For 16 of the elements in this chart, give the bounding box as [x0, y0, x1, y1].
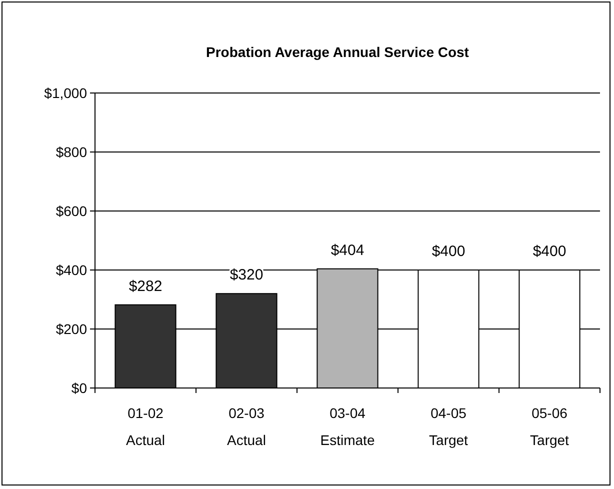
- y-tick-label: $0: [71, 380, 88, 396]
- data-label: $282: [128, 278, 162, 295]
- y-tick-label: $600: [56, 202, 88, 219]
- data-label: $400: [432, 243, 466, 260]
- x-tick-label: 03-04 Estimate: [320, 405, 375, 448]
- y-tick-label: $400: [56, 262, 88, 278]
- data-label: $400: [532, 243, 566, 260]
- y-tick-label: $200: [56, 320, 88, 337]
- y-tick-label: $800: [56, 144, 88, 160]
- x-tick-label: 04-05 Target: [429, 405, 468, 448]
- x-tick-label: 05-06 Target: [530, 405, 570, 448]
- data-label: $404: [330, 242, 364, 259]
- x-tick-label: 01-02 Actual: [126, 405, 165, 448]
- chart-title: Probation Average Annual Service Cost: [206, 44, 470, 60]
- y-tick-label: $1,000: [44, 84, 88, 101]
- x-tick-label: 02-03 Actual: [227, 405, 266, 448]
